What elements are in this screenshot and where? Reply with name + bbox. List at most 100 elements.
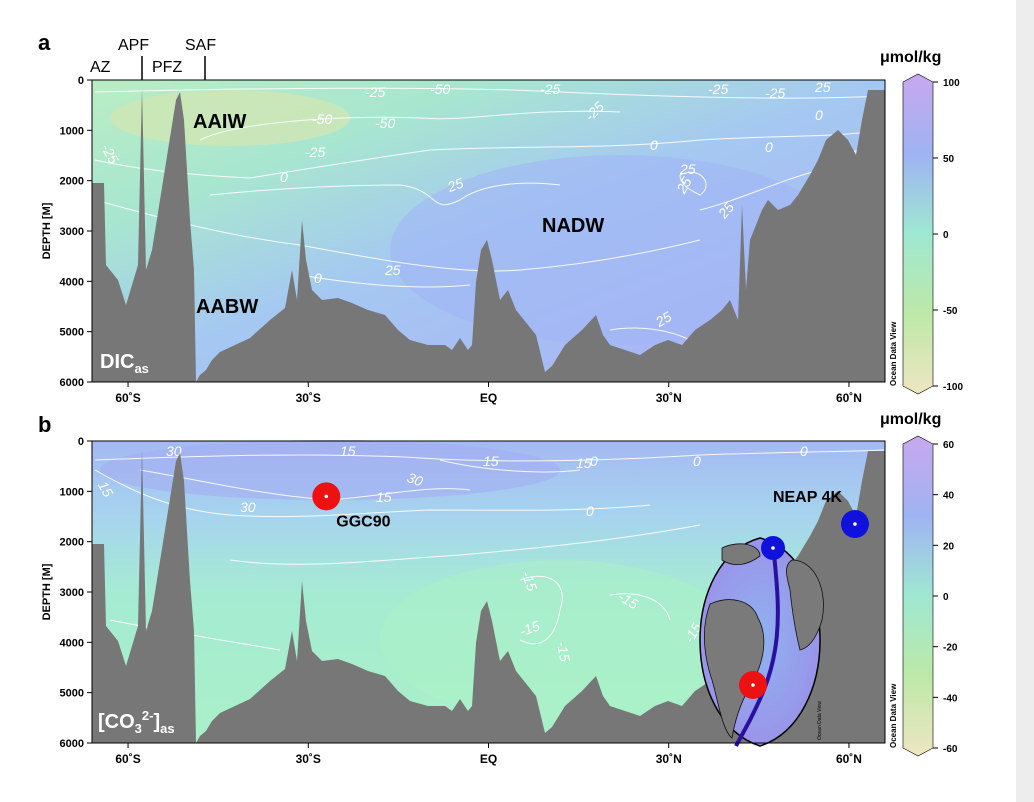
x-tick-label: 60˚N xyxy=(836,752,862,766)
colorbar-tick-label: -100 xyxy=(943,382,963,393)
y-tick-label: 6000 xyxy=(60,377,84,389)
y-tick-label: 0 xyxy=(78,75,84,87)
x-tick-label: 30˚N xyxy=(656,752,682,766)
panel-a-letter: a xyxy=(38,30,51,55)
x-axis-b: 60˚S 30˚S EQ 30˚N 60˚N xyxy=(115,743,862,766)
site-marker-center xyxy=(853,522,857,526)
svg-text:-25: -25 xyxy=(765,85,785,101)
colorbar-b xyxy=(902,435,934,757)
bathymetry-a xyxy=(92,88,885,382)
y-tick-label: 1000 xyxy=(60,125,84,137)
y-tick-label: 4000 xyxy=(60,276,84,288)
svg-text:0: 0 xyxy=(693,453,701,469)
contours-b xyxy=(94,449,885,651)
water-mass-aabw: AABW xyxy=(196,296,258,318)
svg-text:0: 0 xyxy=(765,139,773,155)
front-apf: APF xyxy=(118,37,149,54)
x-tick-label: 30˚S xyxy=(296,391,321,405)
svg-text:-50: -50 xyxy=(375,115,395,131)
svg-text:25: 25 xyxy=(679,161,696,177)
upper-core-b xyxy=(100,440,560,500)
svg-text:25: 25 xyxy=(652,308,675,330)
svg-text:15: 15 xyxy=(483,453,499,469)
colorbar-ticks-a: 100 50 0 -50 -100 xyxy=(933,78,963,393)
colorbar-tick-label: 0 xyxy=(943,230,949,241)
svg-text:15: 15 xyxy=(340,443,356,459)
svg-text:30: 30 xyxy=(405,469,425,489)
y-tick-label: 4000 xyxy=(60,637,84,649)
panel-b: b 30 15 30 30 15 15 15 15 0 0 0 0 - xyxy=(38,411,958,766)
y-tick-label: 0 xyxy=(78,436,84,448)
x-axis-a: 60˚S 30˚S EQ 30˚N 60˚N xyxy=(115,382,862,405)
inset-watermark: Ocean Data View xyxy=(817,701,823,740)
panel-a: a APF SAF AZ PFZ -25 -50 -50 -50 - xyxy=(38,30,963,405)
inset-africa xyxy=(786,559,824,651)
colorbar-tick-label: -40 xyxy=(943,693,958,704)
svg-text:-25: -25 xyxy=(365,84,385,100)
x-tick-label: 30˚N xyxy=(656,391,682,405)
x-tick-label: 60˚S xyxy=(115,391,140,405)
front-saf: SAF xyxy=(185,37,216,54)
y-tick-label: 2000 xyxy=(60,537,84,549)
variable-label-a: DICas xyxy=(100,351,149,376)
site-markers: GGC90 NEAP 4K xyxy=(312,482,869,539)
odv-watermark-a: Ocean Data View xyxy=(889,321,898,386)
colorbar-title-a: μmol/kg xyxy=(880,49,941,66)
svg-text:-15: -15 xyxy=(517,617,542,639)
colorbar-tick-label: 60 xyxy=(943,440,955,451)
variable-label-b: [CO32-]as xyxy=(98,708,175,736)
inset-section-track xyxy=(734,544,780,747)
y-tick-label: 1000 xyxy=(60,486,84,498)
svg-text:-50: -50 xyxy=(430,81,450,97)
x-tick-label: 60˚S xyxy=(115,752,140,766)
svg-text:0: 0 xyxy=(800,443,808,459)
svg-text:30: 30 xyxy=(240,499,256,515)
svg-text:-15: -15 xyxy=(519,569,541,594)
aaiw-core-a xyxy=(110,90,350,146)
svg-text:25: 25 xyxy=(384,262,401,278)
bathymetry-b xyxy=(92,449,885,743)
svg-text:25: 25 xyxy=(673,174,695,197)
svg-text:-50: -50 xyxy=(312,111,332,127)
y-tick-label: 3000 xyxy=(60,587,84,599)
x-tick-label: EQ xyxy=(480,752,497,766)
y-axis-b: 0 1000 2000 3000 4000 5000 6000 xyxy=(60,436,92,750)
svg-text:-25: -25 xyxy=(305,144,325,160)
svg-text:15: 15 xyxy=(576,455,592,471)
water-mass-nadw: NADW xyxy=(542,215,604,237)
water-mass-aaiw: AAIW xyxy=(193,111,246,133)
odv-watermark-b: Ocean Data View xyxy=(889,683,898,748)
colorbar-ticks-b: 60 40 20 0 -20 -40 -60 xyxy=(933,440,958,755)
window-edge xyxy=(1016,0,1034,802)
x-tick-label: 30˚S xyxy=(296,752,321,766)
colorbar-tick-label: 0 xyxy=(943,592,949,603)
svg-text:0: 0 xyxy=(815,107,823,123)
y-axis-label-a: DEPTH [M] xyxy=(41,202,53,259)
colorbar-tick-label: 50 xyxy=(943,154,955,165)
svg-text:-25: -25 xyxy=(540,81,560,97)
inset-map: Ocean Data View xyxy=(699,536,824,747)
y-tick-label: 5000 xyxy=(60,327,84,339)
svg-text:0: 0 xyxy=(280,169,288,185)
x-tick-label: 60˚N xyxy=(836,391,862,405)
site-label: GGC90 xyxy=(336,513,390,530)
colorbar-tick-label: -60 xyxy=(943,744,958,755)
svg-text:0: 0 xyxy=(590,453,598,469)
y-tick-label: 3000 xyxy=(60,226,84,238)
contours-a xyxy=(94,87,885,341)
svg-text:-25: -25 xyxy=(708,81,728,97)
svg-text:0: 0 xyxy=(586,503,594,519)
deep-core-b xyxy=(380,560,740,720)
site-marker-center xyxy=(324,494,329,499)
svg-text:0: 0 xyxy=(650,137,658,153)
y-tick-label: 5000 xyxy=(60,688,84,700)
x-tick-label: EQ xyxy=(480,391,497,405)
front-az: AZ xyxy=(90,59,111,76)
colorbar-tick-label: -50 xyxy=(943,306,958,317)
svg-text:0: 0 xyxy=(314,270,322,286)
inset-south-america xyxy=(704,599,765,739)
inset-north-america xyxy=(721,543,761,566)
colorbar-tick-label: 40 xyxy=(943,491,955,502)
y-axis-a: 0 1000 2000 3000 4000 5000 6000 xyxy=(60,75,92,389)
